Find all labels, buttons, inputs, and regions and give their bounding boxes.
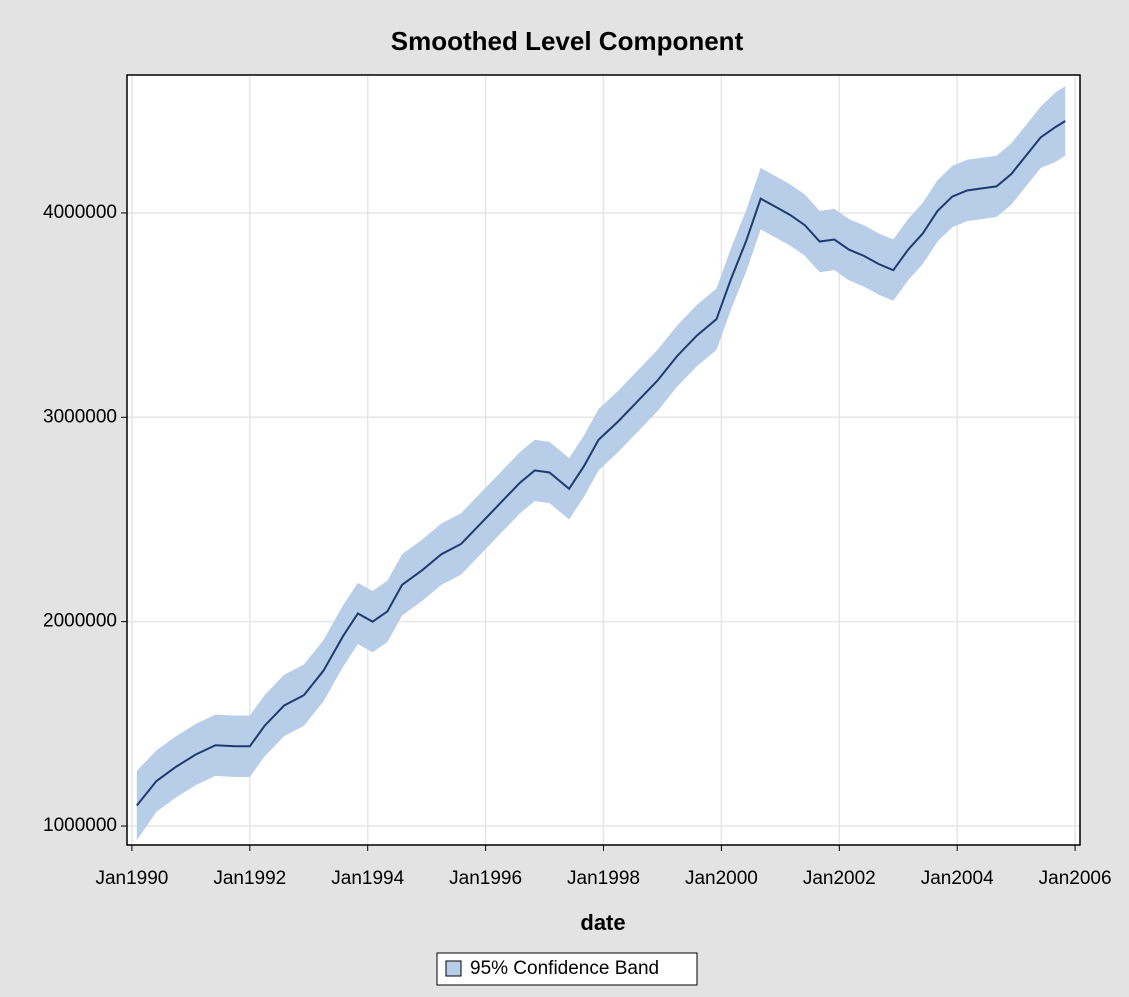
x-tick-label: Jan2002 <box>803 868 876 889</box>
y-tick-label: 4000000 <box>43 202 117 223</box>
chart-title: Smoothed Level Component <box>391 26 744 56</box>
legend-swatch <box>445 960 462 977</box>
level-line <box>136 120 1066 807</box>
x-tick-label: Jan1998 <box>567 868 640 889</box>
x-tick-label: Jan1996 <box>449 868 522 889</box>
x-tick-label: Jan1992 <box>213 868 286 889</box>
x-tick-label: Jan1990 <box>95 868 168 889</box>
x-tick-label: Jan2004 <box>921 868 994 889</box>
y-tick-label: 3000000 <box>43 406 117 427</box>
legend-label: 95% Confidence Band <box>470 958 659 979</box>
confidence-band <box>136 86 1066 841</box>
x-tick-label: Jan2006 <box>1039 868 1112 889</box>
x-axis-label: date <box>580 910 625 935</box>
y-tick-label: 1000000 <box>43 815 117 836</box>
y-tick-label: 2000000 <box>43 611 117 632</box>
plot-border <box>126 74 1081 846</box>
x-tick-label: Jan2000 <box>685 868 758 889</box>
legend-box <box>436 952 698 986</box>
x-tick-label: Jan1994 <box>331 868 404 889</box>
